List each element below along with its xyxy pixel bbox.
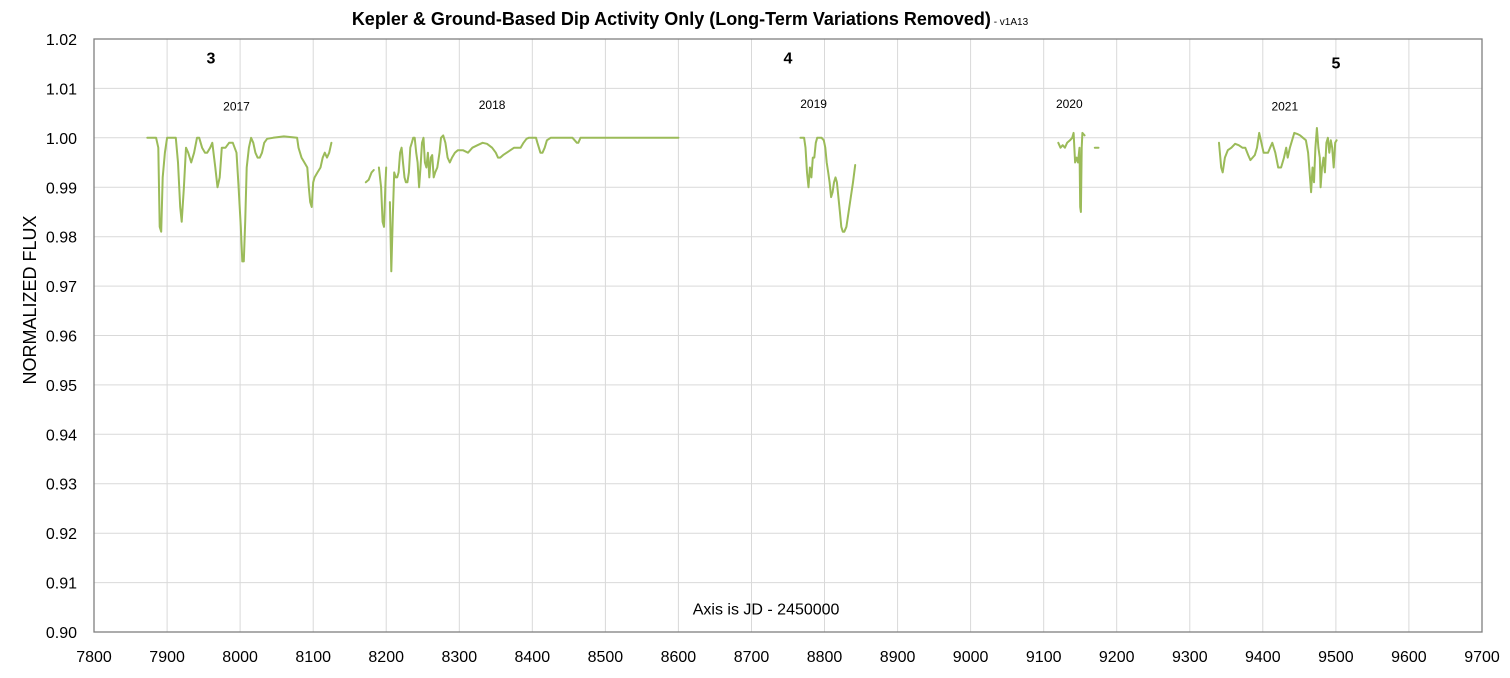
flux-series-line — [799, 136, 857, 233]
x-tick-label: 8900 — [880, 649, 916, 666]
y-axis-label: NORMALIZED FLUX — [20, 215, 40, 384]
year-label: 2017 — [223, 100, 250, 114]
y-tick-label: 1.00 — [46, 131, 77, 148]
y-tick-label: 1.02 — [46, 32, 77, 49]
flux-series-line — [377, 166, 388, 228]
chart-title-version: - v1A13 — [991, 17, 1029, 28]
x-tick-label: 8800 — [807, 649, 843, 666]
x-tick-label: 9500 — [1318, 649, 1354, 666]
x-tick-label: 9000 — [953, 649, 989, 666]
x-tick-label: 8100 — [295, 649, 331, 666]
x-tick-label: 8500 — [588, 649, 624, 666]
x-axis-tick-labels: 7800 7900 8000 8100 8200 8300 8400 8500 8600 8700… — [76, 649, 1500, 666]
x-tick-label: 7800 — [76, 649, 112, 666]
year-label: 2018 — [479, 98, 506, 112]
x-tick-label: 9200 — [1099, 649, 1135, 666]
y-tick-label: 0.98 — [46, 230, 77, 247]
y-tick-label: 1.01 — [46, 81, 77, 98]
flux-series-line — [1218, 127, 1338, 194]
event-number-label: 4 — [784, 51, 793, 68]
x-tick-label: 8200 — [368, 649, 404, 666]
x-tick-label: 9300 — [1172, 649, 1208, 666]
event-number-label: 3 — [206, 51, 215, 68]
x-tick-label: 9600 — [1391, 649, 1427, 666]
chart-annotations: 3 4 5 2017 2018 2019 2020 2021 Axis is JD - 2450… — [206, 51, 1340, 619]
axis-note-label: Axis is JD - 2450000 — [693, 602, 840, 619]
y-axis-tick-labels: 0.90 0.91 0.92 0.93 0.94 0.95 0.96 0.97 0.98 0.99… — [46, 32, 77, 642]
x-tick-label: 9400 — [1245, 649, 1281, 666]
chart-title-main: Kepler & Ground-Based Dip Activity Only … — [352, 9, 991, 29]
y-tick-label: 0.91 — [46, 576, 77, 593]
year-label: 2019 — [800, 97, 827, 111]
year-label: 2021 — [1271, 100, 1298, 114]
year-label: 2020 — [1056, 97, 1083, 111]
y-tick-label: 0.93 — [46, 477, 77, 494]
x-tick-label: 8300 — [442, 649, 478, 666]
x-tick-label: 9100 — [1026, 649, 1062, 666]
chart-title: Kepler & Ground-Based Dip Activity Only … — [352, 9, 1029, 29]
flux-series-line — [388, 134, 680, 273]
flux-series-line — [1057, 131, 1086, 213]
x-tick-label: 7900 — [149, 649, 185, 666]
x-tick-label: 8000 — [222, 649, 258, 666]
y-tick-label: 0.90 — [46, 625, 77, 642]
event-number-label: 5 — [1331, 56, 1340, 73]
y-tick-label: 0.92 — [46, 526, 77, 543]
y-tick-label: 0.99 — [46, 180, 77, 197]
x-tick-label: 9700 — [1464, 649, 1500, 666]
flux-series-line — [146, 135, 333, 263]
data-series — [146, 127, 1338, 273]
y-tick-label: 0.97 — [46, 279, 77, 296]
y-tick-label: 0.95 — [46, 378, 77, 395]
y-tick-label: 0.94 — [46, 427, 77, 444]
plot-area-frame — [93, 38, 1483, 633]
x-tick-label: 8400 — [515, 649, 551, 666]
x-tick-label: 8600 — [661, 649, 697, 666]
flux-series-line — [364, 169, 375, 184]
x-tick-label: 8700 — [734, 649, 770, 666]
y-tick-label: 0.96 — [46, 329, 77, 346]
grid-lines — [94, 39, 1482, 632]
